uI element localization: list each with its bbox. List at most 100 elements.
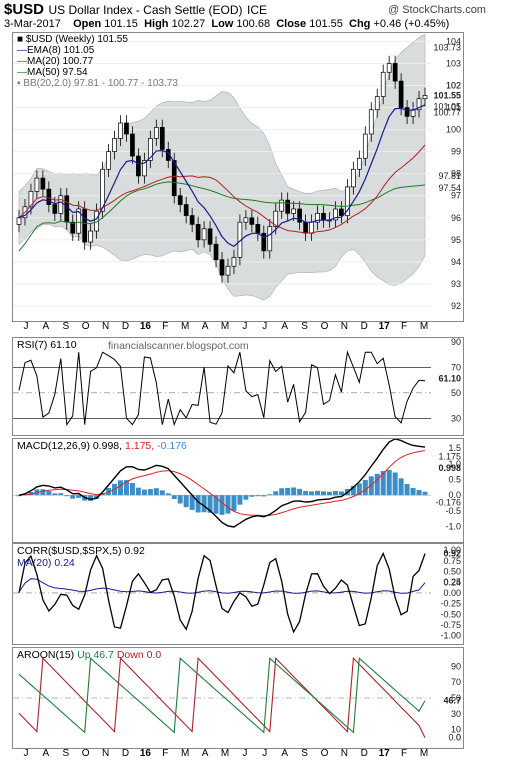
macd-hist-bar: [285, 487, 291, 496]
macd-hist-bar: [106, 487, 112, 496]
candle-body: [231, 257, 237, 267]
x-axis-bottom: J A S O N D 16 F M A M J J A S O N D 17 F M: [12, 748, 462, 762]
x-tick-label: 16: [139, 748, 151, 759]
symbol: $USD: [4, 1, 45, 18]
legend-ma20: —MA(20) 100.77: [17, 56, 94, 67]
x-tick-label: D: [121, 321, 130, 332]
candle-body: [130, 133, 135, 157]
aroon-y-tick: 70: [451, 677, 461, 687]
rsi-y-tick: 30: [451, 413, 461, 423]
price-chart: 9293949596979899100101102103104103.73102…: [13, 33, 461, 311]
candle-body: [351, 168, 356, 188]
last-value-label: 101.05: [433, 101, 461, 111]
x-tick-label: M: [181, 748, 190, 759]
candle-body: [58, 195, 64, 214]
aroon-legend-c: Down 0.0: [116, 649, 162, 661]
x-tick-label: 17: [378, 748, 390, 759]
rsi-last-label: 61.10: [438, 374, 461, 384]
corr-legend-a: CORR($USD,$SPX,5) 0.92: [17, 545, 145, 557]
corr-y-tick: 0.25: [443, 577, 461, 587]
macd-hist-bar: [303, 491, 309, 496]
aroon-up-line: [18, 657, 426, 734]
macd-hist-bar: [231, 495, 237, 511]
corr-panel: -1.00 -0.75 -0.50 -0.25 0.00 0.25 0.50 0.75 1.00…: [12, 543, 464, 645]
rsi-y-tick: 70: [451, 362, 461, 372]
candle-body: [303, 221, 308, 234]
macd-hist-bar: [279, 488, 285, 496]
candle-body: [88, 230, 93, 243]
rsi-y-tick: 90: [451, 338, 461, 347]
macd-hist-bar: [326, 491, 332, 496]
corr-y-tick: -0.25: [440, 599, 461, 609]
x-tick-label: M: [181, 321, 190, 332]
macd-hist-bar: [135, 487, 141, 496]
aroon-y-tick: 50: [451, 693, 461, 703]
legend-series: ■ $USD (Weekly) 101.55: [17, 34, 128, 45]
y-tick-label: 101: [446, 103, 461, 113]
y-tick-label: 96: [451, 213, 461, 223]
macd-hist-bar: [249, 495, 255, 497]
macd-panel: -1.0 -0.5 0.0 0.5 1.0 1.5 1.175 0.998 -0.176: [12, 438, 464, 543]
macd-hist-bar: [129, 483, 135, 496]
x-tick-label: D: [360, 321, 368, 332]
title-line: $USD US Dollar Index - Cash Settle (EOD)…: [4, 1, 267, 19]
x-tick-label: N: [340, 321, 349, 332]
macd-hist-bar: [332, 491, 338, 496]
candle-body: [136, 155, 141, 177]
candle-body: [333, 208, 338, 221]
candle-body: [404, 107, 410, 117]
x-tick-label: J: [23, 321, 29, 332]
x-tick-label: F: [401, 321, 408, 332]
x-tick-label: M: [419, 748, 429, 759]
macd-hist-bar: [291, 487, 297, 496]
macd-hist-bar: [237, 495, 243, 505]
macd-y-tick: 0.0: [448, 490, 461, 500]
x-tick-label: A: [201, 748, 209, 759]
candle-body: [148, 138, 153, 161]
y-tick-label: 94: [451, 257, 461, 267]
macd-hist-bar: [213, 495, 219, 514]
x-tick-label: O: [320, 321, 329, 332]
chg-value: +0.46 (+0.45%): [373, 18, 450, 30]
x-tick-label: O: [81, 748, 90, 759]
macd-hist-bar: [159, 490, 165, 496]
aroon-y-tick: 10: [451, 725, 461, 735]
candle-body: [398, 80, 404, 108]
x-tick-label: 16: [139, 321, 151, 332]
macd-hist-bar: [52, 493, 58, 496]
candle-body: [118, 122, 123, 139]
candle-body: [410, 109, 416, 117]
legend-ema-label: EMA(8) 101.05: [27, 45, 95, 56]
aroon-up-label: 46.7: [443, 696, 461, 706]
macd-hist-bar: [321, 491, 326, 496]
macd-line: [18, 438, 426, 528]
macd-hist-bar: [386, 469, 392, 496]
candle-body: [309, 221, 314, 234]
candle-body: [100, 168, 105, 212]
x-tick-label: D: [121, 748, 130, 759]
ma50-line: [18, 181, 426, 252]
stockcharts-watermark: @ StockCharts.com: [388, 4, 486, 16]
candle-body: [183, 204, 189, 216]
candle-body: [16, 217, 22, 225]
x-tick-label: 17: [378, 321, 390, 332]
macd-hist-bar: [195, 495, 201, 513]
rsi-legend: RSI(7) 61.10: [17, 339, 77, 351]
x-tick-label: D: [360, 748, 368, 759]
x-tick-label: S: [301, 321, 308, 332]
macd-hist-bar: [243, 495, 249, 500]
candle-body: [297, 208, 302, 223]
x-tick-label: A: [201, 321, 209, 332]
macd-hist-bar: [153, 488, 159, 496]
candle-body: [201, 228, 207, 241]
y-tick-label: 100: [446, 125, 461, 135]
corr-ma-line: [18, 578, 426, 594]
corr-line: [18, 551, 426, 634]
corr-y-tick: -1.00: [440, 631, 461, 641]
x-tick-label: M: [220, 321, 230, 332]
x-tick-label: N: [101, 321, 110, 332]
last-value-label: 101.55: [433, 90, 461, 100]
last-value-label: 102: [446, 81, 461, 91]
candle-body: [380, 71, 386, 97]
